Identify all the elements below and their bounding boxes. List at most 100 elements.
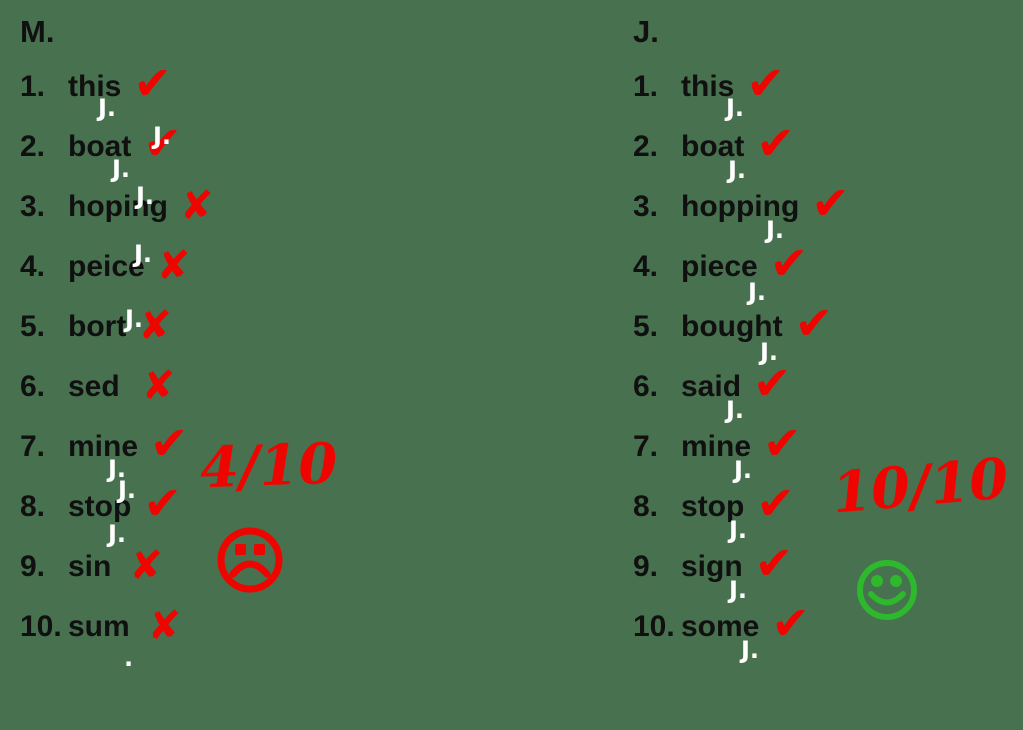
check-icon: ✔ [771,596,810,650]
row-j-3: 3. hopping ✔ J. [633,180,850,242]
check-icon: ✔ [753,356,792,410]
spelling-word: stop [681,490,745,523]
row-m-4: 4. peice ✘ J. [20,242,190,294]
spelling-word: stop [68,490,132,523]
spelling-word: sum [68,610,130,643]
cross-icon: ✘ [141,363,176,409]
check-icon: ✔ [769,236,809,290]
row-j-9: 9. sign ✔ J. [633,540,793,602]
teacher-initial-annotation: J. [108,455,127,483]
item-number: 10. [20,610,62,643]
teacher-initial-annotation: J. [728,156,747,184]
teacher-initial-annotation: J. [153,122,172,150]
spelling-word: said [681,370,742,403]
item-number: 9. [633,550,659,583]
item-number: 8. [633,490,659,523]
item-number: 2. [633,130,659,163]
column-j-header: J. [633,14,659,49]
row-m-9: 9. sin ✘ [20,546,163,594]
teacher-initial-annotation: J. [118,476,137,504]
teacher-initial-annotation: . [124,644,134,672]
check-icon: ✔ [756,116,795,170]
check-icon: ✔ [143,476,182,530]
row-m-1: 1. this ✔ J. [20,60,172,120]
row-j-2: 2. boat ✔ J. [633,120,795,182]
check-icon: ✔ [811,176,850,230]
item-number: 7. [633,430,659,463]
cross-icon: ✘ [138,303,172,349]
spelling-word: sin [68,550,112,583]
spelling-word: hoping [68,190,168,223]
teacher-initial-annotation: J. [726,94,745,122]
item-number: 6. [633,370,659,403]
check-icon: ✔ [763,416,802,470]
item-number: 6. [20,370,46,403]
row-j-5: 5. bought ✔ J. [633,300,833,364]
teacher-initial-annotation: J. [136,182,155,210]
teacher-initial-annotation: J. [726,396,745,424]
item-number: 7. [20,430,46,463]
item-number: 2. [20,130,46,163]
row-m-6: 6. sed ✘ [20,366,175,414]
teacher-initial-annotation: J. [108,520,127,548]
teacher-initial-annotation: J. [760,338,779,366]
item-number: 8. [20,490,46,523]
spelling-word: some [681,610,760,643]
spelling-word: this [68,70,122,103]
teacher-initial-annotation: J. [766,216,785,244]
spelling-word: sign [681,550,743,583]
spelling-word: boat [681,130,745,163]
teacher-initial-annotation: J. [748,278,767,306]
check-icon: ✔ [746,56,785,110]
happy-face-icon [855,557,919,628]
spelling-word: peice [68,250,145,283]
cross-icon: ✘ [147,603,182,649]
spelling-word: hopping [681,190,800,223]
row-j-10: 10. some ✔ J. [633,600,810,662]
spelling-word: boat [68,130,132,163]
check-icon: ✔ [754,536,794,590]
sad-face-icon [214,524,286,601]
spelling-word: piece [681,250,758,283]
teacher-initial-annotation: J. [98,94,117,122]
score-j: 10/10 [829,445,1011,527]
check-icon: ✔ [756,476,795,530]
spelling-word: bort [68,310,127,343]
row-j-4: 4. piece ✔ J. [633,240,808,304]
teacher-initial-annotation: J. [134,240,153,268]
item-number: 5. [633,310,659,343]
check-icon: ✔ [133,56,172,110]
teacher-initial-annotation: J. [125,305,144,333]
check-icon: ✔ [143,116,182,170]
cross-icon: ✘ [179,183,214,229]
item-number: 1. [20,70,46,103]
spelling-word: sed [68,370,120,403]
item-number: 3. [633,190,659,223]
item-number: 10. [633,610,675,643]
row-m-7: 7. mine ✔ J. [20,420,189,481]
spelling-word: mine [681,430,752,463]
row-m-3: 3. hoping ✘ J. [20,184,213,234]
cross-icon: ✘ [129,543,163,589]
column-m-header: M. [20,14,55,49]
score-m: 4/10 [198,430,339,502]
item-number: 5. [20,310,46,343]
teacher-initial-annotation: J. [729,576,748,604]
item-number: 4. [633,250,659,283]
spelling-word: this [681,70,735,103]
row-j-8: 8. stop ✔ J. [633,480,795,542]
check-icon: ✔ [150,416,189,470]
row-m-10: 10. sum ✘ . [20,606,181,670]
teacher-initial-annotation: J. [729,516,748,544]
item-number: 3. [20,190,46,223]
spelling-word: mine [68,430,139,463]
cross-icon: ✘ [156,243,191,289]
row-m-2: 2. boat ✔ J. J. [20,120,182,181]
item-number: 9. [20,550,46,583]
spelling-word: bought [681,310,783,343]
item-number: 1. [633,70,659,103]
item-number: 4. [20,250,46,283]
row-j-6: 6. said ✔ J. [633,360,792,422]
check-icon: ✔ [794,296,834,350]
